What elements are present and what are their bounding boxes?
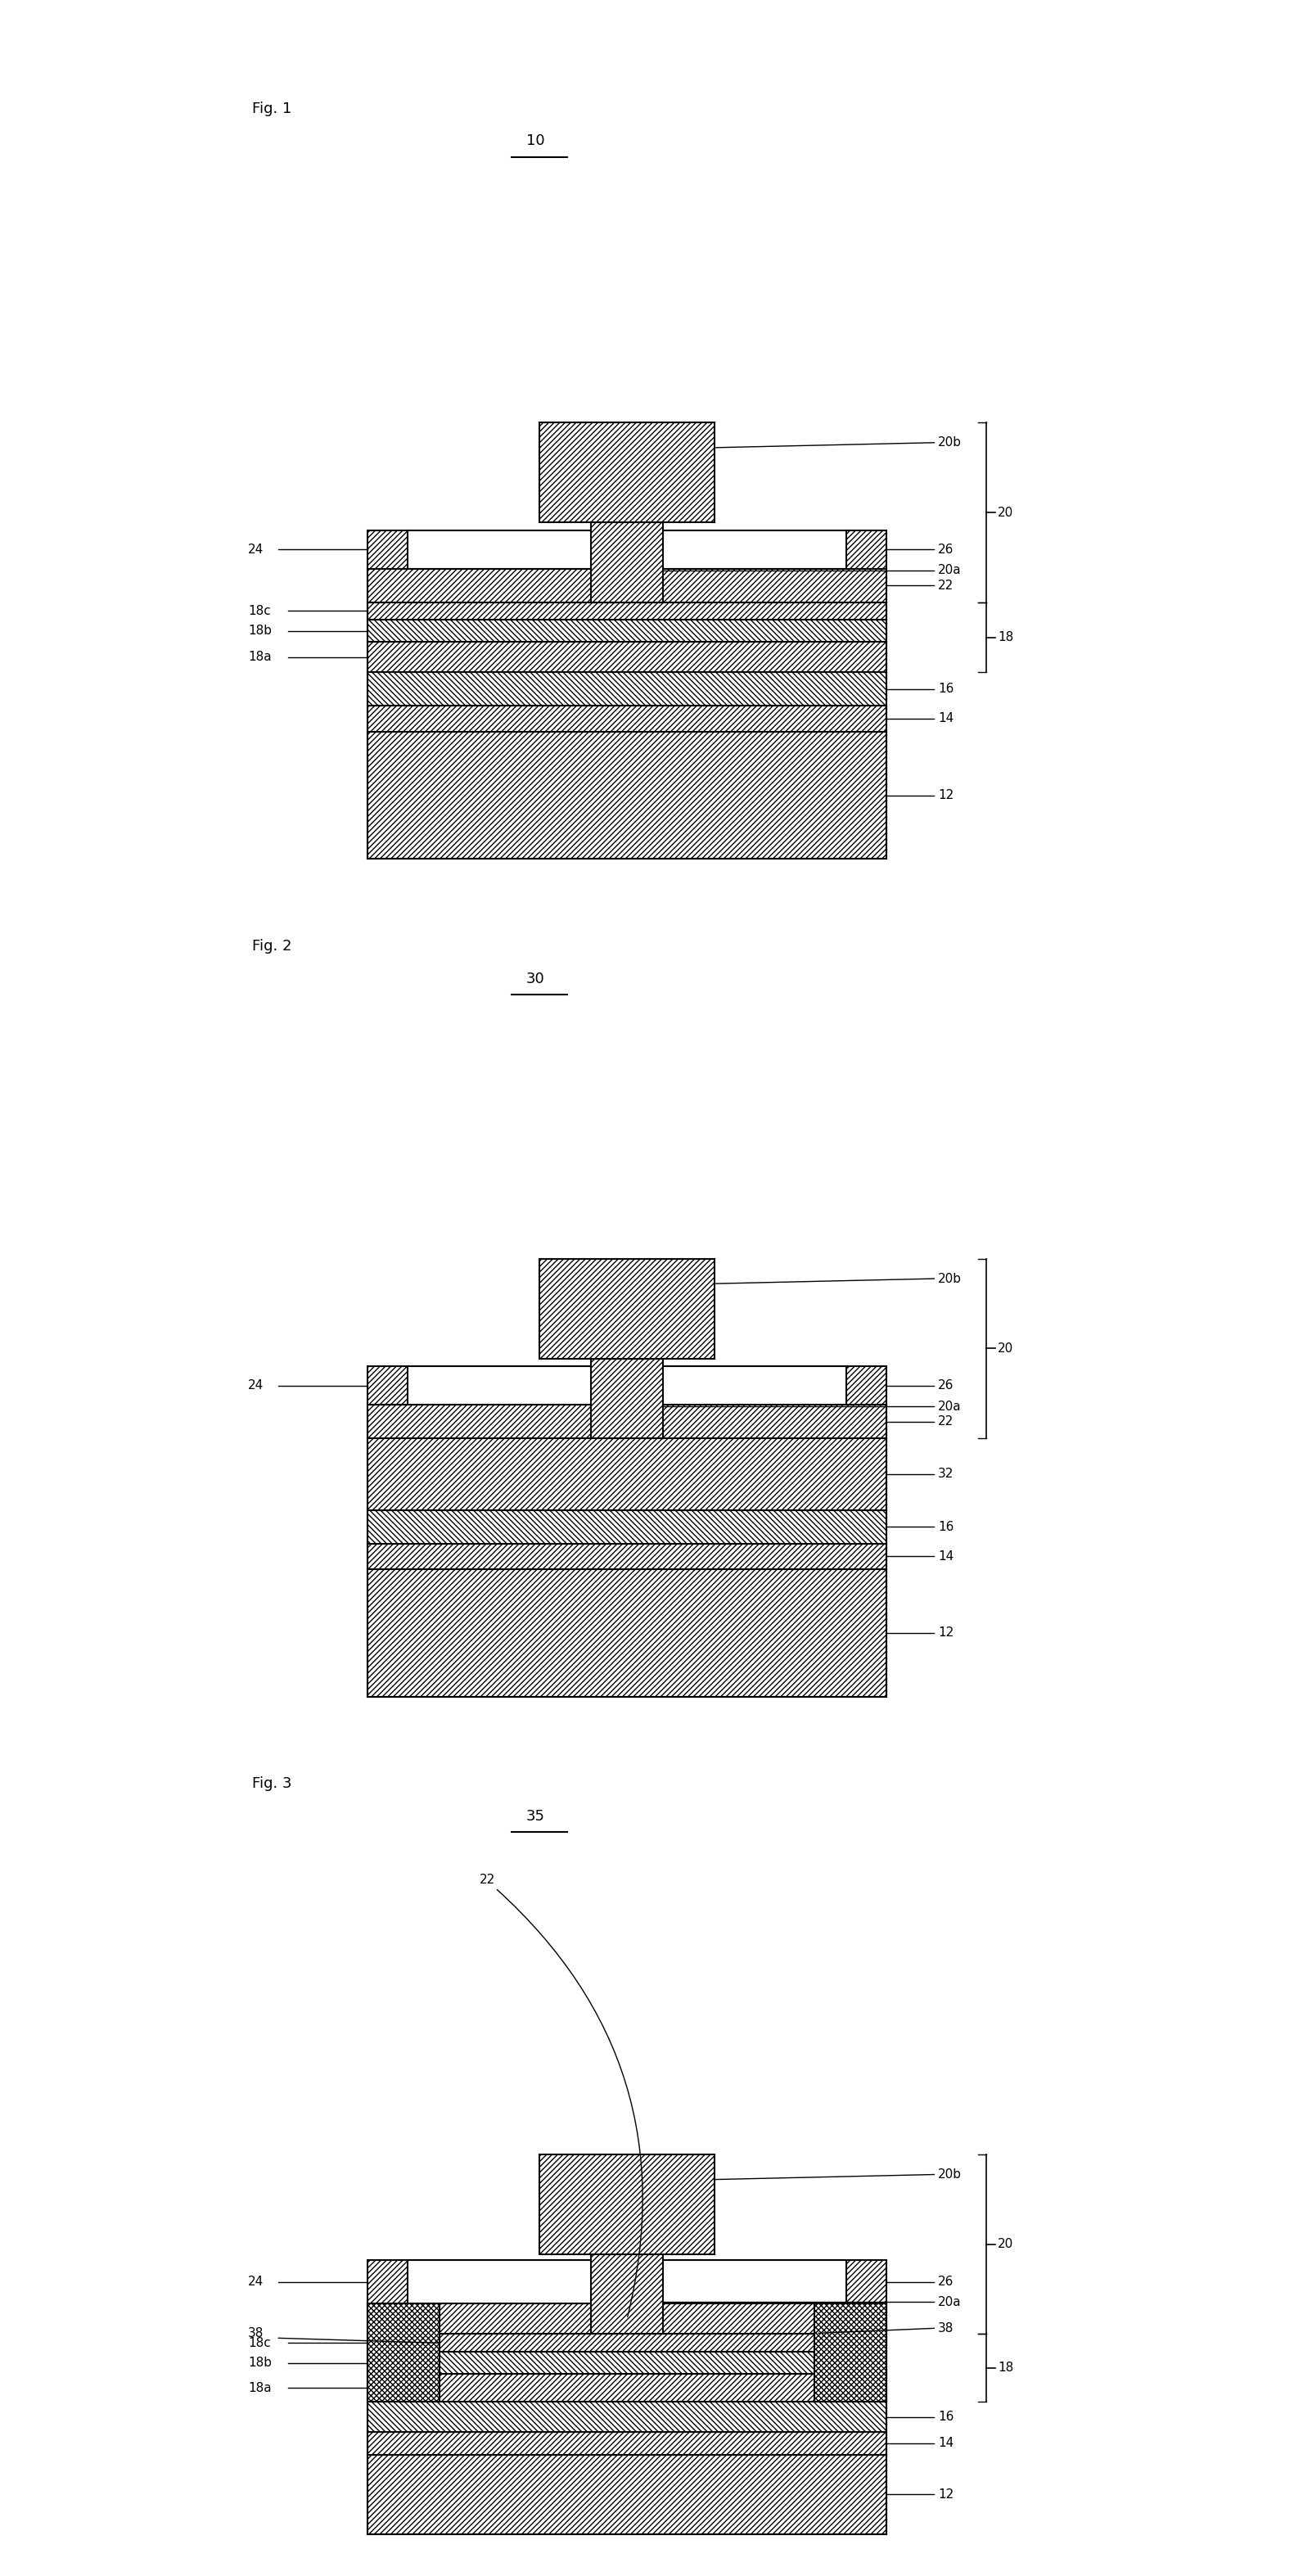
Text: 22: 22 bbox=[480, 1873, 496, 1886]
Bar bbox=[367, 569, 886, 603]
Text: 26: 26 bbox=[938, 1378, 954, 1391]
Bar bbox=[367, 531, 408, 569]
Bar bbox=[367, 1510, 886, 1543]
Text: 12: 12 bbox=[938, 788, 954, 801]
Bar bbox=[367, 2432, 886, 2455]
Bar bbox=[367, 603, 886, 621]
Bar bbox=[367, 1365, 408, 1404]
Text: 12: 12 bbox=[938, 2488, 954, 2501]
Bar bbox=[367, 706, 886, 732]
Bar bbox=[540, 1260, 714, 1358]
Text: 20a: 20a bbox=[938, 2295, 961, 2308]
Text: 12: 12 bbox=[938, 1625, 954, 1638]
Text: 22: 22 bbox=[938, 1414, 954, 1427]
Text: 38: 38 bbox=[938, 2321, 954, 2334]
Bar bbox=[846, 2259, 886, 2303]
Text: 24: 24 bbox=[248, 2275, 264, 2287]
Bar bbox=[367, 2303, 886, 2334]
Text: 32: 32 bbox=[938, 1468, 954, 1481]
Text: 24: 24 bbox=[248, 1378, 264, 1391]
Text: 18: 18 bbox=[998, 2362, 1013, 2375]
Text: 20: 20 bbox=[998, 1342, 1013, 1355]
Text: 26: 26 bbox=[938, 2275, 954, 2287]
Bar bbox=[663, 531, 846, 569]
Bar bbox=[540, 422, 714, 523]
Bar bbox=[367, 2455, 886, 2535]
Bar bbox=[408, 2259, 591, 2303]
Bar bbox=[367, 1404, 886, 1437]
Bar bbox=[408, 1365, 591, 1404]
Bar bbox=[367, 2375, 886, 2401]
Bar bbox=[591, 2254, 663, 2334]
Bar bbox=[367, 641, 886, 672]
Text: 22: 22 bbox=[938, 580, 954, 592]
Text: 20b: 20b bbox=[938, 1273, 961, 1285]
Bar bbox=[846, 531, 886, 569]
Text: 18c: 18c bbox=[248, 605, 270, 618]
Text: 16: 16 bbox=[938, 1520, 954, 1533]
Text: 18b: 18b bbox=[248, 2357, 272, 2370]
Bar bbox=[367, 732, 886, 858]
Text: Fig. 3: Fig. 3 bbox=[252, 1777, 292, 1790]
Text: 24: 24 bbox=[248, 544, 264, 556]
Bar bbox=[591, 1358, 663, 1437]
Text: 30: 30 bbox=[527, 971, 545, 987]
Bar bbox=[663, 1365, 846, 1404]
Text: 18b: 18b bbox=[248, 626, 272, 636]
Text: 14: 14 bbox=[938, 714, 954, 724]
Text: 20: 20 bbox=[998, 2239, 1013, 2251]
Text: 20b: 20b bbox=[938, 2169, 961, 2182]
Text: 10: 10 bbox=[527, 134, 545, 149]
Bar bbox=[367, 2401, 886, 2432]
Bar bbox=[367, 2334, 886, 2352]
Text: 18a: 18a bbox=[248, 652, 272, 665]
Text: 38: 38 bbox=[248, 2326, 264, 2339]
Bar bbox=[367, 1437, 886, 1510]
Bar bbox=[367, 2352, 886, 2375]
Text: 18c: 18c bbox=[248, 2336, 270, 2349]
Bar bbox=[540, 2154, 714, 2254]
Text: 14: 14 bbox=[938, 2437, 954, 2450]
Bar bbox=[591, 523, 663, 603]
Text: 16: 16 bbox=[938, 683, 954, 696]
Bar bbox=[367, 672, 886, 706]
Text: 18: 18 bbox=[998, 631, 1013, 644]
Text: 35: 35 bbox=[525, 1808, 545, 1824]
Bar bbox=[367, 2259, 408, 2303]
Bar bbox=[408, 531, 591, 569]
Text: 26: 26 bbox=[938, 544, 954, 556]
Text: 14: 14 bbox=[938, 1551, 954, 1564]
Bar bbox=[367, 621, 886, 641]
Bar bbox=[367, 1569, 886, 1698]
Text: 20b: 20b bbox=[938, 435, 961, 448]
Text: 20: 20 bbox=[998, 507, 1013, 518]
Bar bbox=[814, 2303, 886, 2401]
Text: Fig. 1: Fig. 1 bbox=[252, 100, 291, 116]
Bar bbox=[846, 1365, 886, 1404]
Text: Fig. 2: Fig. 2 bbox=[252, 938, 292, 953]
Text: 20a: 20a bbox=[938, 1401, 961, 1412]
Bar bbox=[367, 1543, 886, 1569]
Bar bbox=[367, 2303, 440, 2401]
Bar bbox=[663, 2259, 846, 2303]
Text: 18a: 18a bbox=[248, 2383, 272, 2393]
Text: 16: 16 bbox=[938, 2411, 954, 2424]
Text: 20a: 20a bbox=[938, 564, 961, 577]
